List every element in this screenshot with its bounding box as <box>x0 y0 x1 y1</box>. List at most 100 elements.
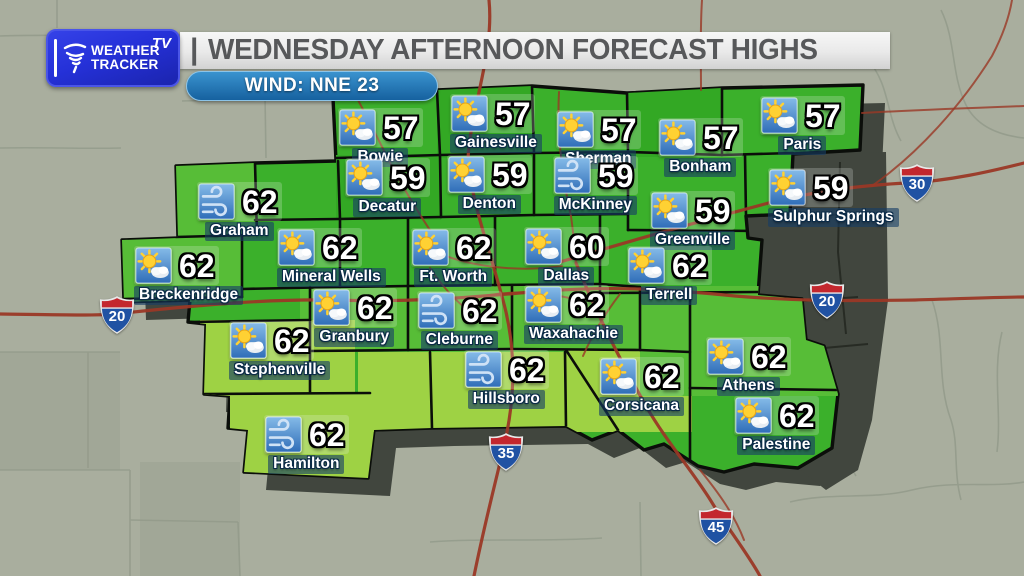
temperature-value: 62 <box>242 183 278 220</box>
station-mineral-wells: 62 Mineral Wells <box>277 228 386 287</box>
city-label: Waxahachie <box>524 325 624 344</box>
city-label: McKinney <box>553 196 637 215</box>
windy-icon <box>418 292 455 329</box>
station-row: 57 <box>760 96 845 135</box>
partly-cloudy-icon <box>735 397 772 434</box>
temperature-value: 59 <box>390 159 426 196</box>
windy-icon <box>465 351 502 388</box>
station-granbury: 62 Granbury <box>312 288 397 347</box>
title-separator: | <box>190 32 199 66</box>
route-number: 45 <box>707 519 725 536</box>
temperature-value: 59 <box>598 157 634 194</box>
station-athens: 62 Athens <box>706 337 791 396</box>
partly-cloudy-icon <box>707 338 744 375</box>
city-label: Hillsboro <box>467 390 545 409</box>
temperature-value: 60 <box>569 228 605 265</box>
station-cleburne: 62 Cleburne <box>417 291 502 350</box>
temperature-value: 59 <box>813 169 849 206</box>
darkened-counties <box>746 152 888 490</box>
station-graham: 62 Graham <box>197 182 282 241</box>
page-title: WEDNESDAY AFTERNOON FORECAST HIGHS <box>208 34 819 66</box>
temperature-value: 62 <box>274 322 310 359</box>
station-dallas: 60 Dallas <box>524 227 609 286</box>
logo-line2: TRACKER <box>91 57 159 72</box>
city-label: Granbury <box>314 328 395 347</box>
city-label: Athens <box>717 377 780 396</box>
city-label: Gainesville <box>450 134 542 153</box>
interstate-shield-icon <box>488 433 524 471</box>
temperature-value: 62 <box>309 416 345 453</box>
city-label: Hamilton <box>268 455 345 474</box>
temperature-value: 62 <box>751 338 787 375</box>
temperature-value: 57 <box>495 95 531 132</box>
partly-cloudy-icon <box>525 286 562 323</box>
station-stephenville: 62 Stephenville <box>229 321 331 380</box>
temperature-value: 62 <box>779 397 815 434</box>
city-label: Cleburne <box>420 331 498 350</box>
station-row: 59 <box>553 156 638 195</box>
partly-cloudy-icon <box>230 322 267 359</box>
tornado-icon <box>63 43 87 74</box>
title-bar: | WEDNESDAY AFTERNOON FORECAST HIGHS <box>180 32 890 69</box>
city-label: Greenville <box>650 231 735 250</box>
temperature-value: 62 <box>456 229 492 266</box>
temperature-value: 59 <box>695 192 731 229</box>
route-number: 20 <box>818 293 836 310</box>
station-sulphur-springs: 59 Sulphur Springs <box>768 168 899 227</box>
station-ft-worth: 62 Ft. Worth <box>411 228 496 287</box>
station-row: 62 <box>627 246 712 285</box>
station-row: 62 <box>264 415 349 454</box>
station-row: 62 <box>197 182 282 221</box>
city-label: Denton <box>457 195 521 214</box>
interstate-shield-icon <box>698 507 734 545</box>
partly-cloudy-icon <box>135 247 172 284</box>
city-label: Breckenridge <box>134 286 244 305</box>
partly-cloudy-icon <box>557 111 594 148</box>
station-row: 62 <box>134 246 219 285</box>
station-row: 60 <box>524 227 609 266</box>
partly-cloudy-icon <box>346 159 383 196</box>
partly-cloudy-icon <box>628 247 665 284</box>
station-row: 59 <box>447 155 532 194</box>
station-breckenridge: 62 Breckenridge <box>134 246 244 305</box>
station-row: 62 <box>277 228 362 267</box>
station-row: 59 <box>768 168 853 207</box>
partly-cloudy-icon <box>448 156 485 193</box>
station-row: 59 <box>345 158 430 197</box>
city-label: Corsicana <box>599 397 684 416</box>
city-label: Bonham <box>664 158 737 177</box>
partly-cloudy-icon <box>339 109 376 146</box>
wind-label: WIND: NNE 23 <box>244 75 380 96</box>
station-palestine: 62 Palestine <box>734 396 819 455</box>
station-gainesville: 57 Gainesville <box>450 94 542 153</box>
interstate-20-shield: 20 <box>809 280 845 320</box>
station-row: 62 <box>229 321 314 360</box>
station-denton: 59 Denton <box>447 155 532 214</box>
windy-icon <box>554 157 591 194</box>
station-row: 62 <box>734 396 819 435</box>
station-hamilton: 62 Hamilton <box>264 415 349 474</box>
wind-banner: WIND: NNE 23 <box>186 71 438 101</box>
station-row: 62 <box>524 285 609 324</box>
station-paris: 57 Paris <box>760 96 845 155</box>
city-label: Decatur <box>353 198 422 217</box>
city-label: Mineral Wells <box>277 268 386 287</box>
station-logo: WEATHER TRACKER TV <box>46 29 180 87</box>
city-label: Sulphur Springs <box>768 208 899 227</box>
interstate-35-shield: 35 <box>488 432 524 472</box>
station-hillsboro: 62 Hillsboro <box>464 350 549 409</box>
windy-icon <box>198 183 235 220</box>
logo-line1: WEATHER <box>91 42 160 58</box>
partly-cloudy-icon <box>278 229 315 266</box>
temperature-value: 57 <box>703 119 739 156</box>
logo-divider <box>54 39 57 77</box>
interstate-shield-icon <box>899 164 935 202</box>
city-label: Graham <box>205 222 274 241</box>
station-row: 62 <box>464 350 549 389</box>
city-label: Ft. Worth <box>414 268 493 287</box>
temperature-value: 57 <box>383 109 419 146</box>
station-bonham: 57 Bonham <box>658 118 743 177</box>
city-label: Dallas <box>538 267 595 286</box>
